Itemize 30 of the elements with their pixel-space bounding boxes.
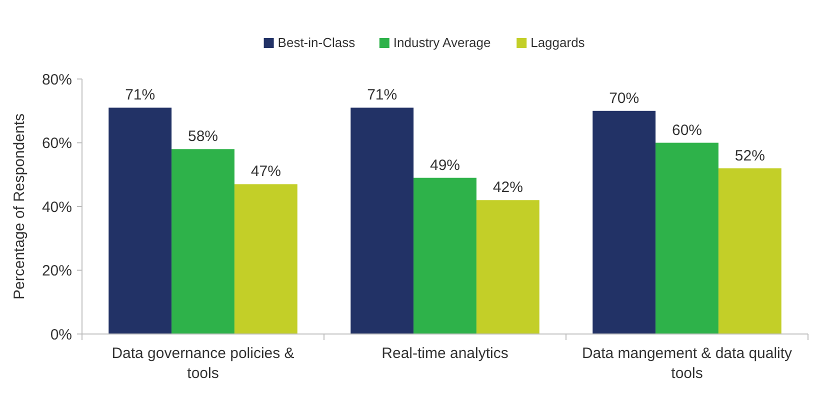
y-tick-label: 20% <box>42 262 72 280</box>
bar <box>718 168 782 334</box>
bar <box>656 142 718 334</box>
x-tick-label: Data governance policies & tools <box>112 345 294 382</box>
bar <box>172 149 234 334</box>
legend-label: Industry Average <box>393 35 491 50</box>
data-label: 70% <box>609 90 640 107</box>
bar <box>234 184 298 334</box>
x-tick-label: Data mangement & data quality tools <box>582 345 793 382</box>
data-label: 42% <box>492 179 523 196</box>
data-label: 71% <box>367 86 398 104</box>
x-tick-label: Real-time analytics <box>382 345 508 362</box>
y-tick-label: 40% <box>42 198 72 216</box>
y-tick-label: 80% <box>42 71 72 88</box>
data-label: 71% <box>125 86 156 104</box>
data-label: 49% <box>430 156 460 174</box>
bar <box>476 200 540 334</box>
data-label: 47% <box>250 163 281 180</box>
bar <box>108 108 172 334</box>
legend-label: Best-in-Class <box>278 35 356 50</box>
y-tick-label: 60% <box>42 135 72 152</box>
bar <box>592 110 656 334</box>
y-tick-label: 0% <box>50 326 72 344</box>
data-label: 58% <box>188 128 218 146</box>
bar <box>350 108 414 334</box>
data-label: 52% <box>734 147 765 164</box>
data-label: 60% <box>672 122 702 139</box>
bar <box>414 178 476 334</box>
legend-label: Laggards <box>530 35 586 50</box>
y-axis-title: Percentage of Respondents <box>11 114 28 300</box>
